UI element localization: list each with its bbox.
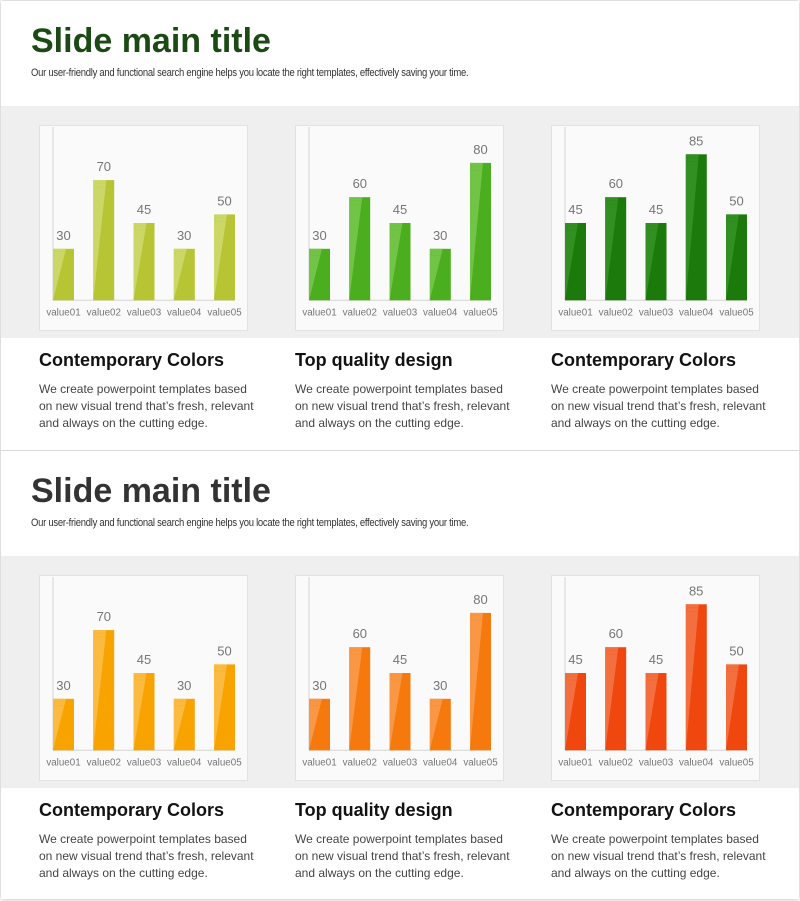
- svg-text:70: 70: [97, 159, 111, 174]
- svg-text:50: 50: [217, 643, 231, 658]
- svg-text:value05: value05: [719, 307, 754, 318]
- svg-text:45: 45: [649, 652, 663, 667]
- svg-text:30: 30: [177, 678, 191, 693]
- svg-text:value01: value01: [46, 307, 80, 318]
- svg-text:value03: value03: [127, 757, 162, 768]
- svg-text:value02: value02: [343, 757, 377, 768]
- svg-text:30: 30: [56, 228, 70, 243]
- svg-text:value01: value01: [558, 757, 592, 768]
- svg-text:60: 60: [609, 626, 623, 641]
- svg-text:30: 30: [433, 228, 447, 243]
- svg-text:value04: value04: [167, 307, 202, 318]
- svg-text:30: 30: [312, 678, 326, 693]
- svg-text:value04: value04: [679, 757, 714, 768]
- svg-text:value05: value05: [463, 757, 498, 768]
- svg-text:60: 60: [353, 626, 367, 641]
- svg-text:value02: value02: [343, 307, 377, 318]
- svg-text:value02: value02: [87, 757, 121, 768]
- svg-text:45: 45: [393, 202, 407, 217]
- svg-text:70: 70: [97, 609, 111, 624]
- svg-text:value02: value02: [599, 307, 633, 318]
- svg-text:45: 45: [137, 652, 151, 667]
- svg-text:85: 85: [689, 583, 703, 598]
- svg-text:60: 60: [609, 176, 623, 191]
- svg-text:value01: value01: [302, 757, 336, 768]
- svg-text:value01: value01: [558, 307, 592, 318]
- svg-text:value01: value01: [46, 757, 80, 768]
- svg-text:value02: value02: [599, 757, 633, 768]
- svg-text:value04: value04: [167, 757, 202, 768]
- svg-text:45: 45: [649, 202, 663, 217]
- svg-text:value03: value03: [383, 307, 418, 318]
- svg-text:45: 45: [568, 652, 582, 667]
- svg-text:45: 45: [137, 202, 151, 217]
- svg-text:50: 50: [217, 193, 231, 208]
- svg-text:50: 50: [729, 643, 743, 658]
- svg-text:30: 30: [433, 678, 447, 693]
- svg-text:85: 85: [689, 133, 703, 148]
- svg-text:30: 30: [56, 678, 70, 693]
- svg-text:value02: value02: [87, 307, 121, 318]
- svg-text:value03: value03: [639, 757, 674, 768]
- svg-text:value03: value03: [639, 307, 674, 318]
- svg-text:value05: value05: [207, 757, 242, 768]
- svg-text:50: 50: [729, 193, 743, 208]
- svg-text:45: 45: [393, 652, 407, 667]
- svg-text:value04: value04: [423, 757, 458, 768]
- svg-text:30: 30: [312, 228, 326, 243]
- svg-text:value04: value04: [679, 307, 714, 318]
- svg-text:value03: value03: [383, 757, 418, 768]
- svg-text:value04: value04: [423, 307, 458, 318]
- svg-text:60: 60: [353, 176, 367, 191]
- svg-text:value05: value05: [463, 307, 498, 318]
- svg-text:value05: value05: [719, 757, 754, 768]
- svg-text:value01: value01: [302, 307, 336, 318]
- svg-text:value03: value03: [127, 307, 162, 318]
- svg-text:30: 30: [177, 228, 191, 243]
- svg-text:80: 80: [473, 592, 487, 607]
- svg-text:45: 45: [568, 202, 582, 217]
- svg-text:80: 80: [473, 142, 487, 157]
- svg-text:value05: value05: [207, 307, 242, 318]
